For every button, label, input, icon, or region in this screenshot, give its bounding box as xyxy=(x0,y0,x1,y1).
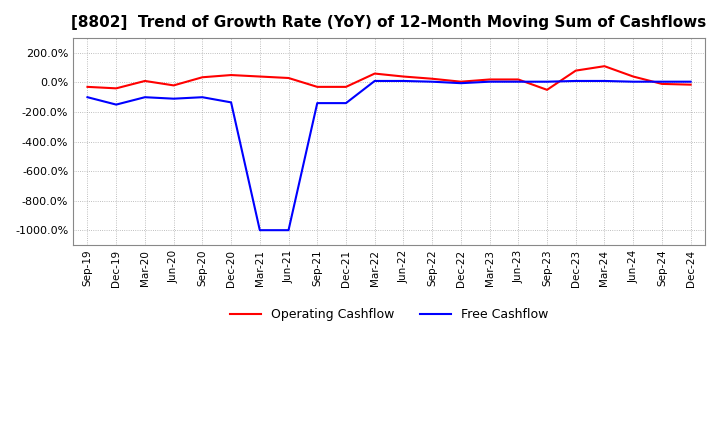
Operating Cashflow xyxy=(543,87,552,92)
Title: [8802]  Trend of Growth Rate (YoY) of 12-Month Moving Sum of Cashflows: [8802] Trend of Growth Rate (YoY) of 12-… xyxy=(71,15,707,30)
Free Cashflow xyxy=(140,95,149,100)
Free Cashflow xyxy=(600,78,609,84)
Free Cashflow xyxy=(198,95,207,100)
Operating Cashflow xyxy=(485,77,494,82)
Free Cashflow xyxy=(342,100,351,106)
Free Cashflow xyxy=(227,100,235,105)
Free Cashflow xyxy=(370,78,379,84)
Free Cashflow xyxy=(629,79,637,84)
Free Cashflow xyxy=(83,95,91,100)
Operating Cashflow xyxy=(284,75,293,81)
Free Cashflow xyxy=(169,96,178,101)
Legend: Operating Cashflow, Free Cashflow: Operating Cashflow, Free Cashflow xyxy=(225,303,553,326)
Free Cashflow xyxy=(686,79,695,84)
Free Cashflow xyxy=(112,102,120,107)
Line: Operating Cashflow: Operating Cashflow xyxy=(87,66,690,90)
Operating Cashflow xyxy=(140,78,149,84)
Free Cashflow xyxy=(514,79,523,84)
Free Cashflow xyxy=(456,81,465,86)
Operating Cashflow xyxy=(112,86,120,91)
Free Cashflow xyxy=(543,79,552,84)
Operating Cashflow xyxy=(313,84,322,89)
Operating Cashflow xyxy=(399,74,408,79)
Free Cashflow xyxy=(284,227,293,233)
Operating Cashflow xyxy=(342,84,351,89)
Operating Cashflow xyxy=(169,83,178,88)
Operating Cashflow xyxy=(657,81,666,87)
Free Cashflow xyxy=(313,100,322,106)
Free Cashflow xyxy=(572,78,580,84)
Line: Free Cashflow: Free Cashflow xyxy=(87,81,690,230)
Operating Cashflow xyxy=(514,77,523,82)
Free Cashflow xyxy=(485,79,494,84)
Free Cashflow xyxy=(428,79,436,84)
Operating Cashflow xyxy=(600,63,609,69)
Operating Cashflow xyxy=(428,76,436,81)
Free Cashflow xyxy=(399,78,408,84)
Operating Cashflow xyxy=(456,79,465,84)
Operating Cashflow xyxy=(370,71,379,76)
Operating Cashflow xyxy=(256,74,264,79)
Operating Cashflow xyxy=(198,75,207,80)
Free Cashflow xyxy=(256,227,264,233)
Free Cashflow xyxy=(657,79,666,84)
Operating Cashflow xyxy=(572,68,580,73)
Operating Cashflow xyxy=(686,82,695,87)
Operating Cashflow xyxy=(629,74,637,79)
Operating Cashflow xyxy=(83,84,91,89)
Operating Cashflow xyxy=(227,73,235,78)
